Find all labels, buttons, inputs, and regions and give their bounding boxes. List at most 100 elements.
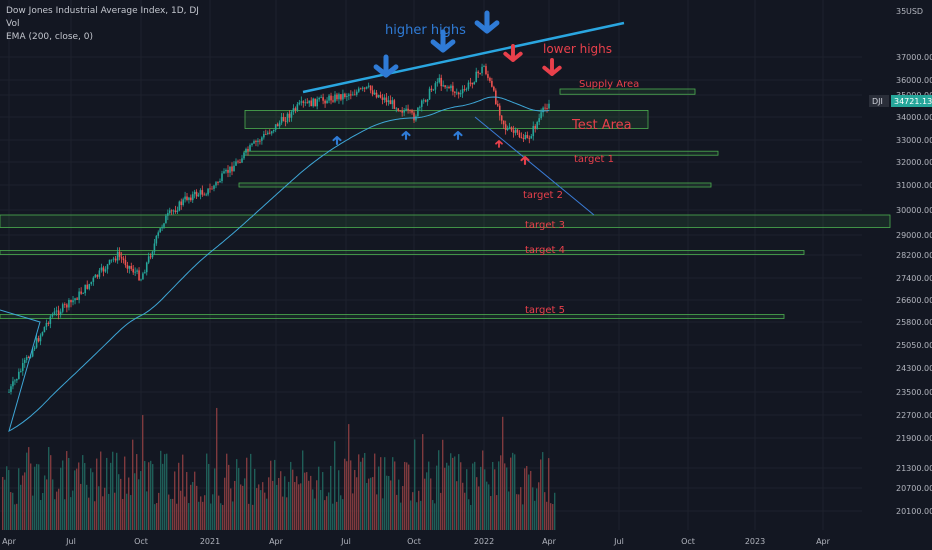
candle-body — [16, 378, 18, 381]
candle-body — [334, 94, 336, 102]
candle-body — [544, 107, 546, 109]
price-tick-label: 25800.00 — [896, 318, 932, 327]
candle-body — [546, 108, 548, 109]
volume-bar — [120, 478, 122, 530]
candle-body — [304, 102, 307, 104]
volume-bar — [204, 495, 206, 530]
volume-bar — [64, 499, 66, 530]
volume-bar — [542, 452, 544, 530]
candle-body — [88, 284, 91, 289]
candle-body — [180, 201, 183, 206]
volume-bar — [196, 485, 198, 530]
test-area-label: Test Area — [571, 118, 632, 133]
volume-bar — [270, 460, 272, 530]
volume-bar — [58, 488, 60, 530]
volume-bar — [478, 486, 480, 530]
volume-bar — [418, 490, 420, 530]
volume-bar — [308, 480, 310, 530]
time-axis[interactable]: Apr Jul Oct 2021 Apr Jul Oct 2022 Apr Jul Oct 2023 A… — [2, 537, 831, 546]
zone-box — [244, 110, 649, 129]
candle-body — [538, 118, 540, 122]
candle-body — [29, 356, 32, 358]
candle-body — [268, 132, 271, 134]
candle-body — [66, 304, 68, 308]
volume-bar — [378, 466, 380, 530]
volume-bar — [552, 504, 554, 530]
volume-bar — [384, 457, 386, 530]
volume-bar — [404, 461, 406, 530]
candle-body — [10, 386, 12, 392]
volume-bar — [86, 484, 88, 530]
volume-bar — [482, 450, 484, 530]
candle-body — [330, 95, 332, 101]
candle-body — [272, 129, 275, 132]
candle-body — [18, 371, 20, 379]
price-axis[interactable]: 35 USD 37000.0036000.0035000.0034000.003… — [869, 7, 932, 516]
candle-body — [292, 108, 295, 112]
candle-body — [47, 322, 50, 324]
candle-body — [239, 162, 241, 163]
candle-body — [104, 269, 107, 272]
candle-body — [149, 256, 152, 258]
legend-vol: Vol — [6, 19, 20, 29]
volume-bar — [214, 468, 216, 530]
volume-bar — [520, 487, 522, 530]
candle-body — [168, 210, 171, 214]
candle-body — [430, 88, 433, 90]
candle-body — [8, 391, 10, 393]
volume-bar — [494, 469, 496, 530]
candle-body — [436, 82, 439, 84]
time-tick-label: Jul — [65, 537, 76, 546]
volume-bar — [240, 484, 242, 530]
higher-highs-label: higher highs — [385, 23, 466, 38]
candle-body — [350, 94, 352, 96]
descending-trendline — [474, 116, 595, 216]
candle-body — [354, 94, 356, 96]
candle-body — [201, 190, 204, 195]
volume-bar — [74, 470, 76, 530]
volume-bar — [440, 492, 442, 530]
candle-body — [403, 110, 405, 113]
candle-body — [411, 110, 413, 113]
time-tick-label: 2022 — [474, 537, 494, 546]
volume-bar — [248, 503, 250, 530]
volume-bar — [392, 457, 394, 530]
candle-body — [290, 111, 293, 118]
candle-body — [25, 357, 28, 361]
candle-body — [357, 88, 360, 92]
volume-bar — [444, 467, 446, 530]
candle-body — [518, 132, 521, 138]
candle-body — [346, 96, 348, 98]
candle-body — [320, 97, 322, 99]
candle-body — [138, 270, 140, 281]
candle-body — [235, 161, 237, 166]
volume-bar — [550, 503, 552, 530]
trend-lines — [302, 21, 625, 216]
volume-bar — [420, 500, 422, 530]
candle-body — [237, 161, 239, 163]
supply-area-label: Supply Area — [579, 79, 639, 90]
volume-bar — [414, 439, 416, 530]
volume-bar — [338, 470, 340, 530]
candle-body — [540, 112, 542, 119]
volume-bar — [376, 494, 378, 530]
candle-body — [98, 270, 101, 277]
support-arrow-icon — [332, 135, 342, 146]
candle-body — [274, 124, 277, 130]
volume-bar — [320, 489, 322, 530]
candle-body — [298, 102, 301, 105]
lower-high-arrow-icon — [503, 44, 523, 62]
candle-body — [485, 66, 487, 75]
volume-bar — [226, 453, 228, 530]
volume-bar — [304, 472, 306, 530]
volume-bar — [242, 485, 244, 530]
volume-bar — [438, 450, 440, 530]
candle-body — [530, 136, 533, 139]
volume-bar — [90, 468, 92, 530]
candle-body — [467, 82, 470, 89]
candle-body — [391, 100, 394, 105]
candle-body — [61, 304, 64, 312]
price-tick-label: 24300.00 — [896, 364, 932, 373]
candle-body — [510, 127, 513, 131]
